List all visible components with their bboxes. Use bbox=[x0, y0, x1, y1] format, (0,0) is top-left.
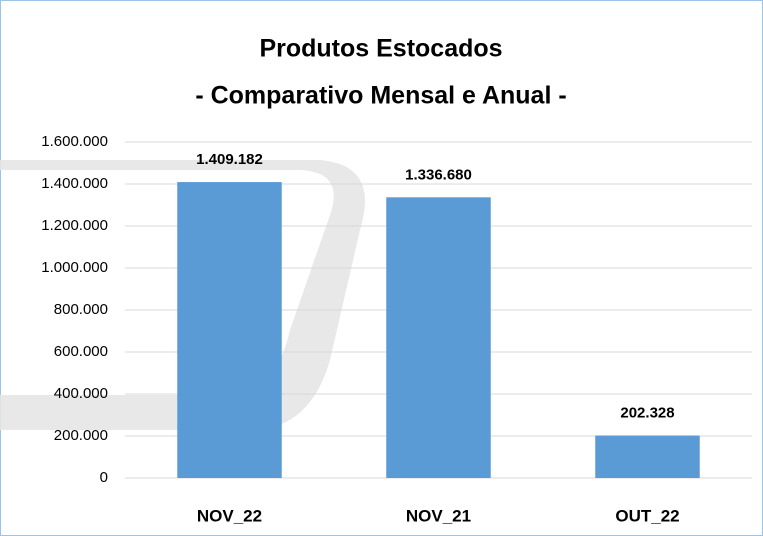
x-tick-label: NOV_21 bbox=[406, 506, 471, 525]
bar bbox=[595, 435, 700, 478]
y-tick-label: 1.000.000 bbox=[41, 259, 108, 276]
y-tick-label: 800.000 bbox=[54, 301, 108, 318]
x-tick-label: OUT_22 bbox=[615, 506, 679, 525]
chart-subtitle: - Comparativo Mensal e Anual - bbox=[195, 82, 566, 110]
y-tick-label: 1.200.000 bbox=[41, 217, 108, 234]
bar bbox=[386, 197, 491, 479]
y-tick-label: 1.400.000 bbox=[41, 175, 108, 192]
y-tick-label: 200.000 bbox=[54, 427, 108, 444]
y-tick-label: 1.600.000 bbox=[41, 133, 108, 150]
y-tick-label: 0 bbox=[100, 469, 108, 486]
data-label: 1.336.680 bbox=[405, 166, 472, 183]
watermark bbox=[0, 160, 365, 430]
x-tick-label: NOV_22 bbox=[197, 506, 262, 525]
y-tick-label: 600.000 bbox=[54, 343, 108, 360]
y-tick-label: 400.000 bbox=[54, 385, 108, 402]
bar bbox=[177, 182, 282, 478]
data-label: 1.409.182 bbox=[196, 151, 263, 168]
data-label: 202.328 bbox=[620, 404, 674, 421]
chart-title: Produtos Estocados bbox=[259, 35, 502, 63]
